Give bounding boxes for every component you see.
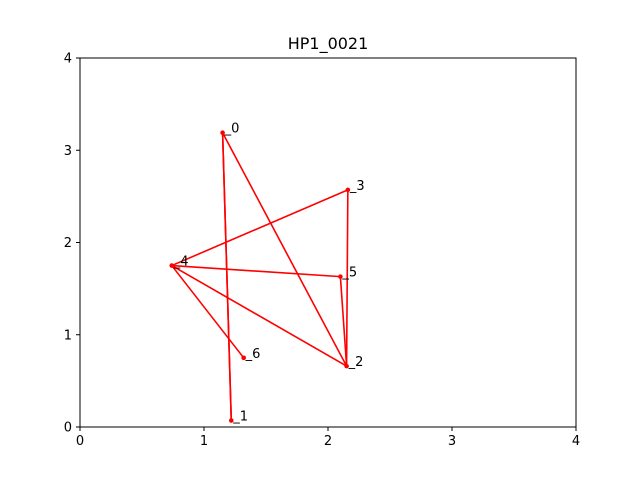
point-label: _6	[245, 347, 261, 362]
path-segment	[221, 131, 233, 422]
data-point	[169, 263, 175, 268]
point-label: _0	[224, 122, 240, 137]
x-tick-label: 4	[572, 434, 580, 449]
path-segment	[221, 131, 348, 367]
y-tick-label: 4	[64, 52, 72, 67]
data-point	[345, 187, 351, 193]
data-points: _0 _1 _2 _3 _4 _5 _6	[169, 122, 365, 425]
path-segment	[170, 264, 245, 359]
data-point	[344, 363, 349, 369]
point-label: _3	[349, 179, 365, 194]
series-lines	[170, 131, 349, 422]
x-tick-label: 3	[448, 434, 456, 449]
chart-title: HP1_0021	[288, 34, 369, 54]
path-segment	[345, 189, 349, 367]
data-point	[241, 355, 246, 361]
x-tick-label: 2	[324, 434, 332, 449]
path-segment	[339, 275, 348, 367]
axis-ticks: 0 1 2 3 4 0 1 2 3 4	[64, 52, 580, 450]
path-segment	[170, 189, 349, 267]
y-tick-label: 2	[64, 236, 72, 251]
point-label: _4	[173, 255, 189, 270]
y-tick-label: 0	[64, 421, 72, 436]
point-label: _5	[341, 266, 357, 281]
y-tick-label: 3	[64, 144, 72, 159]
path-segment	[170, 264, 342, 278]
x-tick-label: 1	[200, 434, 208, 449]
point-label: _1	[232, 410, 248, 425]
data-point	[228, 418, 234, 423]
plot-area-frame	[79, 57, 577, 428]
y-tick-label: 1	[64, 328, 72, 343]
data-point	[338, 274, 343, 279]
x-tick-label: 0	[76, 434, 84, 449]
data-point	[220, 130, 225, 136]
point-label: _2	[348, 355, 364, 370]
path-segment	[170, 264, 348, 367]
